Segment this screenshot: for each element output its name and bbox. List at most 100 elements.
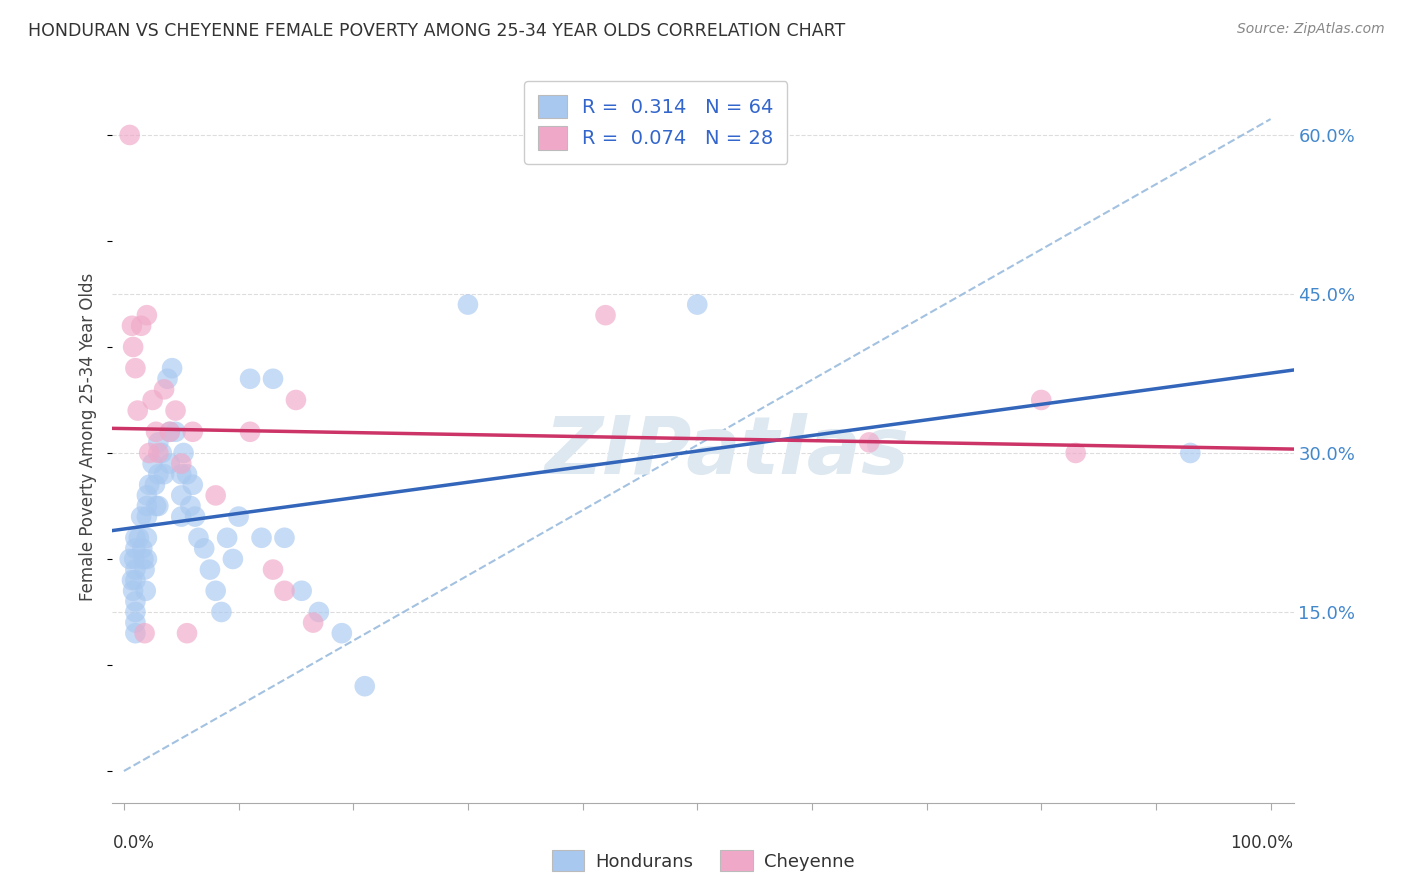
- Point: [170, 509, 193, 524]
- Point: [170, 467, 193, 482]
- Point: [138, 446, 160, 460]
- Point: [122, 340, 145, 354]
- Point: [118, 552, 141, 566]
- Point: [124, 531, 146, 545]
- Point: [150, 446, 173, 460]
- Point: [138, 477, 160, 491]
- Point: [250, 531, 273, 545]
- Point: [284, 392, 307, 407]
- Point: [135, 499, 157, 513]
- Point: [179, 499, 201, 513]
- Legend: Hondurans, Cheyenne: Hondurans, Cheyenne: [544, 843, 862, 879]
- Point: [595, 308, 617, 322]
- Point: [128, 531, 150, 545]
- Point: [118, 128, 141, 142]
- Point: [1064, 446, 1087, 460]
- Point: [135, 531, 157, 545]
- Point: [124, 594, 146, 608]
- Point: [239, 425, 262, 439]
- Point: [176, 467, 198, 482]
- Point: [129, 318, 152, 333]
- Point: [173, 446, 195, 460]
- Point: [145, 425, 167, 439]
- Point: [134, 626, 156, 640]
- Point: [132, 552, 155, 566]
- Text: 100.0%: 100.0%: [1230, 834, 1294, 852]
- Point: [124, 615, 146, 630]
- Point: [124, 626, 146, 640]
- Text: ZIPatlas: ZIPatlas: [544, 413, 910, 491]
- Point: [165, 425, 187, 439]
- Point: [181, 425, 204, 439]
- Point: [142, 392, 165, 407]
- Point: [170, 457, 193, 471]
- Point: [142, 457, 165, 471]
- Point: [198, 563, 221, 577]
- Point: [148, 467, 170, 482]
- Point: [228, 509, 250, 524]
- Point: [187, 531, 209, 545]
- Point: [121, 318, 143, 333]
- Point: [262, 372, 284, 386]
- Point: [135, 583, 157, 598]
- Point: [124, 541, 146, 556]
- Point: [222, 552, 245, 566]
- Point: [262, 563, 284, 577]
- Point: [121, 573, 143, 587]
- Legend: R =  0.314   N = 64, R =  0.074   N = 28: R = 0.314 N = 64, R = 0.074 N = 28: [524, 81, 787, 163]
- Text: Source: ZipAtlas.com: Source: ZipAtlas.com: [1237, 22, 1385, 37]
- Point: [239, 372, 262, 386]
- Point: [124, 573, 146, 587]
- Text: 0.0%: 0.0%: [112, 834, 155, 852]
- Point: [145, 499, 167, 513]
- Point: [122, 552, 145, 566]
- Point: [148, 446, 170, 460]
- Point: [291, 583, 314, 598]
- Point: [686, 297, 709, 311]
- Point: [135, 308, 157, 322]
- Point: [160, 361, 183, 376]
- Point: [209, 605, 232, 619]
- Y-axis label: Female Poverty Among 25-34 Year Olds: Female Poverty Among 25-34 Year Olds: [79, 273, 97, 601]
- Point: [124, 605, 146, 619]
- Point: [127, 403, 149, 417]
- Point: [129, 509, 152, 524]
- Point: [156, 372, 179, 386]
- Point: [148, 499, 170, 513]
- Point: [135, 552, 157, 566]
- Point: [159, 457, 181, 471]
- Text: HONDURAN VS CHEYENNE FEMALE POVERTY AMONG 25-34 YEAR OLDS CORRELATION CHART: HONDURAN VS CHEYENNE FEMALE POVERTY AMON…: [28, 22, 845, 40]
- Point: [148, 435, 170, 450]
- Point: [217, 531, 239, 545]
- Point: [1180, 446, 1202, 460]
- Point: [273, 583, 295, 598]
- Point: [135, 509, 157, 524]
- Point: [184, 509, 207, 524]
- Point: [122, 583, 145, 598]
- Point: [153, 467, 176, 482]
- Point: [143, 477, 166, 491]
- Point: [153, 383, 176, 397]
- Point: [858, 435, 880, 450]
- Point: [131, 541, 153, 556]
- Point: [302, 615, 325, 630]
- Point: [1031, 392, 1053, 407]
- Point: [159, 425, 181, 439]
- Point: [457, 297, 479, 311]
- Point: [176, 626, 198, 640]
- Point: [124, 563, 146, 577]
- Point: [204, 488, 226, 502]
- Point: [134, 563, 156, 577]
- Point: [135, 488, 157, 502]
- Point: [170, 488, 193, 502]
- Point: [273, 531, 295, 545]
- Point: [124, 361, 146, 376]
- Point: [204, 583, 226, 598]
- Point: [330, 626, 353, 640]
- Point: [308, 605, 330, 619]
- Point: [159, 425, 181, 439]
- Point: [193, 541, 215, 556]
- Point: [181, 477, 204, 491]
- Point: [165, 403, 187, 417]
- Point: [353, 679, 375, 693]
